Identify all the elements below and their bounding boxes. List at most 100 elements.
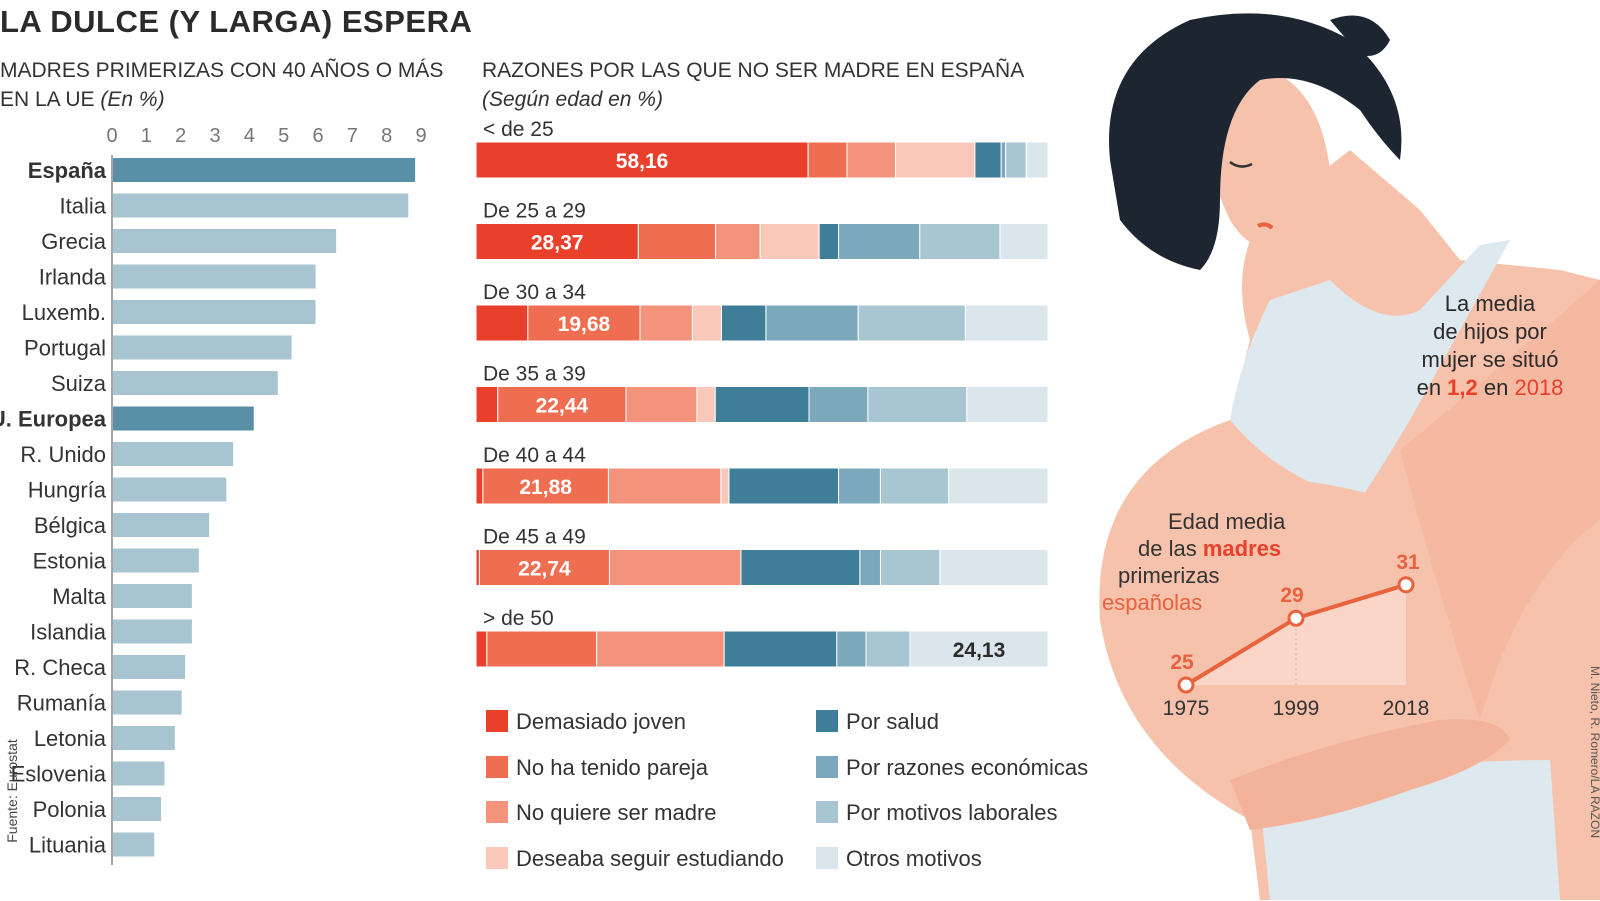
x-tick-label: 6: [312, 125, 323, 147]
source-note: Fuente: Eurostat: [4, 739, 20, 843]
segment-3-6: [867, 386, 968, 423]
bar-1: [113, 193, 409, 218]
segment-value-label: 21,88: [519, 476, 572, 499]
category-label: U. Europea: [0, 407, 107, 432]
legend-swatch: [486, 710, 508, 732]
segment-0-2: [846, 141, 897, 179]
segment-1-4: [818, 223, 840, 260]
bar-16: [113, 726, 175, 750]
segment-2-7: [964, 304, 1049, 342]
segment-6-5: [836, 630, 867, 668]
bar-19: [113, 832, 155, 857]
category-label: Hungría: [28, 478, 107, 503]
age-group-label: < de 25: [483, 118, 554, 141]
segment-5-0: [475, 549, 480, 586]
legend-label: No ha tenido pareja: [516, 755, 709, 780]
segment-3-4: [714, 386, 810, 423]
x-tick-label: 1: [141, 125, 152, 147]
bar-9: [113, 477, 227, 502]
age-chart-title: Edad media de las madres primerizas espa…: [1102, 508, 1323, 616]
hair: [1109, 13, 1402, 270]
bar-13: [113, 619, 192, 644]
age-title-line-3: primerizas: [1118, 563, 1220, 588]
age-group-label: > de 50: [483, 607, 554, 630]
left-subtitle-unit: (En %): [100, 88, 165, 111]
children-per-woman-callout: La media de hijos por mujer se situó en …: [1385, 290, 1595, 402]
hair-bun: [1330, 15, 1390, 56]
lips: [1257, 222, 1274, 230]
left-chart-subtitle: MADRES PRIMERIZAS CON 40 AÑOS O MÁS EN L…: [0, 56, 450, 114]
segment-1-1: [637, 223, 717, 260]
arm: [1400, 280, 1600, 720]
category-label: Rumanía: [17, 691, 107, 716]
segment-value-label: 19,68: [558, 313, 611, 336]
category-label: Lituania: [29, 833, 107, 858]
x-tick-label: 0: [106, 125, 117, 147]
segment-value-label: 22,44: [536, 395, 589, 418]
callout-prefix: en: [1416, 375, 1448, 400]
category-label: Malta: [52, 584, 107, 609]
callout-value: 1,2: [1447, 375, 1478, 400]
year-label: 1975: [1163, 697, 1210, 720]
segment-4-7: [948, 467, 1049, 505]
segment-5-2: [608, 549, 742, 586]
age-value-label: 25: [1170, 651, 1194, 674]
reasons-stacked-chart: < de 25 58,16 De 25 a 29 28,37 De 30 a 34 19,…: [475, 118, 1088, 871]
segment-6-0: [475, 630, 488, 668]
age-point: [1287, 609, 1305, 627]
segment-0-7: [1025, 141, 1049, 179]
segment-4-4: [728, 467, 840, 505]
main-title: LA DULCE (Y LARGA) ESPERA: [0, 4, 473, 39]
bar-15: [113, 690, 182, 715]
category-label: España: [28, 158, 107, 183]
segment-4-0: [475, 467, 484, 505]
age-group-label: De 25 a 29: [483, 200, 586, 223]
segment-2-5: [765, 304, 859, 342]
segment-3-5: [808, 386, 869, 423]
top-garment: [1230, 240, 1510, 500]
segment-2-3: [691, 304, 722, 342]
bar-0: [113, 158, 416, 182]
segment-1-6: [919, 223, 1001, 260]
callout-line-4: en 1,2 en 2018: [1385, 374, 1595, 402]
legend-swatch: [486, 756, 508, 778]
bar-17: [113, 761, 165, 786]
x-tick-label: 9: [415, 125, 426, 147]
right-chart-subtitle: RAZONES POR LAS QUE NO SER MADRE EN ESPA…: [482, 56, 1042, 114]
right-subtitle-text: RAZONES POR LAS QUE NO SER MADRE EN ESPA…: [482, 59, 1025, 82]
eu-first-time-mothers-chart: 0 1 2 3 4 5 6 7 8 9 España Italia Grecia Irlanda Luxem…: [0, 125, 427, 865]
age-title-line-1: Edad media: [1168, 509, 1286, 534]
category-label: Italia: [60, 194, 107, 219]
x-tick-label: 2: [175, 125, 186, 147]
segment-2-1: [527, 304, 641, 342]
segment-3-0: [475, 386, 499, 423]
x-tick-label: 8: [381, 125, 392, 147]
segment-2-4: [720, 304, 767, 342]
bar-10: [113, 513, 210, 537]
category-label: Islandia: [30, 620, 107, 645]
category-label: Letonia: [34, 726, 107, 751]
legend-swatch: [816, 756, 838, 778]
segment-1-3: [759, 223, 820, 260]
bar-14: [113, 655, 186, 679]
x-tick-label: 7: [347, 125, 358, 147]
segment-4-6: [879, 467, 950, 505]
legend-swatch: [816, 847, 838, 869]
age-value-label: 31: [1396, 551, 1420, 574]
callout-line-2: de hijos por: [1433, 319, 1547, 344]
category-label: Suiza: [51, 371, 107, 396]
segment-5-4: [740, 549, 861, 586]
legend-swatch: [486, 801, 508, 823]
segment-1-2: [715, 223, 761, 260]
legend-label: Otros motivos: [846, 846, 982, 871]
legend-swatch: [486, 847, 508, 869]
category-label: Bélgica: [34, 513, 107, 538]
callout-year: 2018: [1514, 375, 1564, 400]
segment-value-label: 22,74: [518, 558, 571, 581]
segment-1-0: [475, 223, 639, 260]
segment-2-0: [475, 304, 529, 342]
closed-eye: [1229, 160, 1253, 168]
bar-8: [113, 442, 234, 466]
bar-11: [113, 548, 199, 573]
age-point: [1397, 576, 1415, 594]
